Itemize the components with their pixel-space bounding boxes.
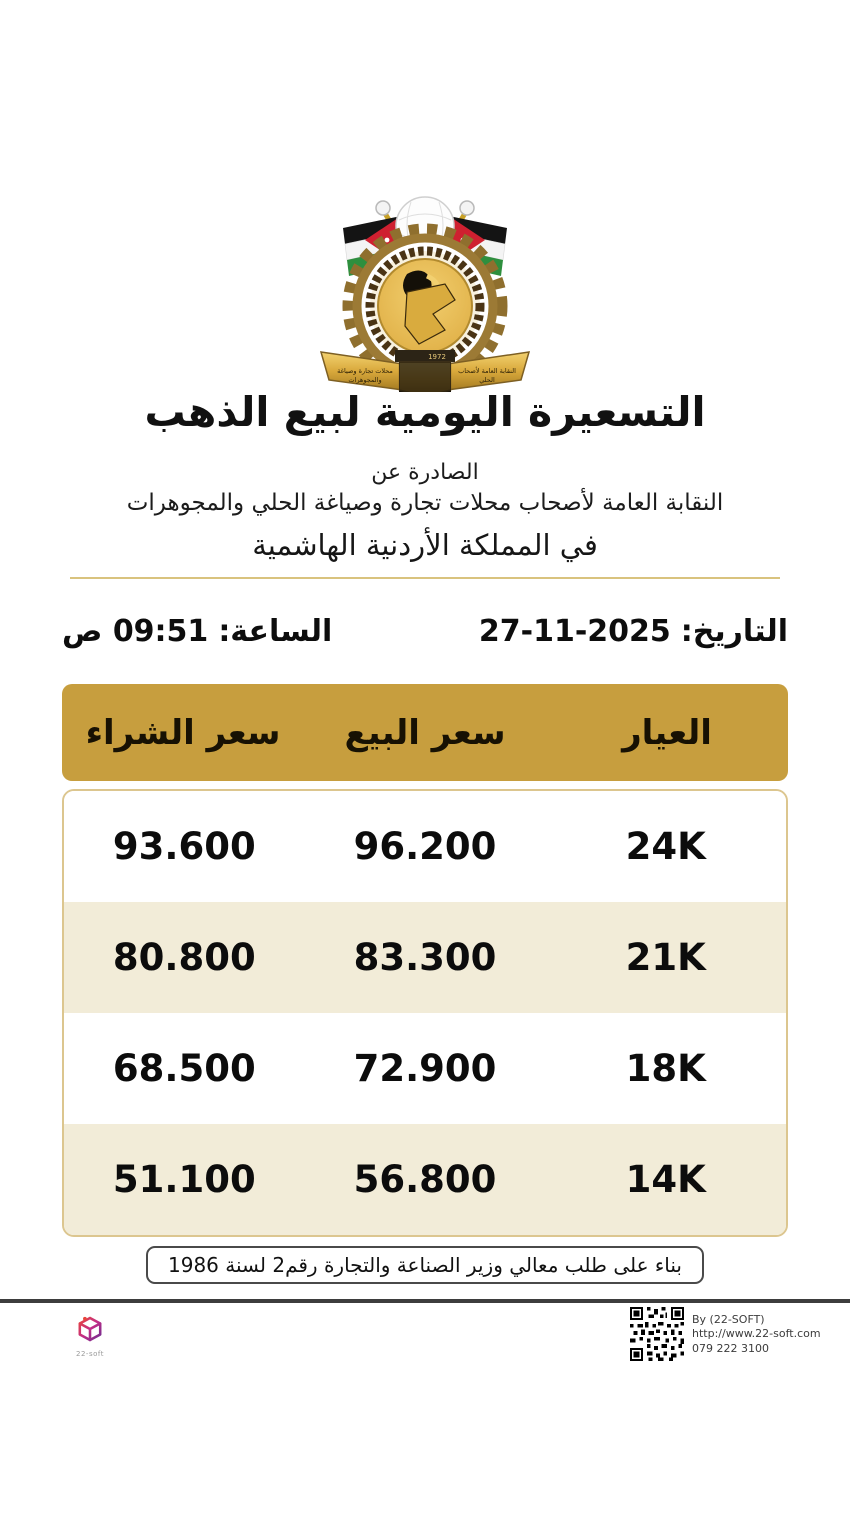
buy-price: 80.800 [112, 936, 256, 979]
karat-value: 18K [625, 1047, 706, 1090]
karat-value: 21K [625, 936, 706, 979]
22soft-brand-label: 22-soft [76, 1350, 104, 1358]
issued-by-line: الصادرة عن [371, 460, 479, 485]
legal-note: بناء على طلب معالي وزير الصناعة والتجارة… [146, 1246, 704, 1284]
page-title: التسعيرة اليومية لبيع الذهب [144, 388, 706, 436]
table-row-21k: 21K 83.300 80.800 [64, 902, 786, 1013]
sell-price: 96.200 [353, 825, 497, 868]
footer-divider [0, 1299, 850, 1303]
time-pair: الساعة: 09:51 ص [62, 614, 332, 649]
table-row-14k: 14K 56.800 51.100 [64, 1124, 786, 1235]
karat-value: 24K [625, 825, 706, 868]
time-label: الساعة: [218, 613, 333, 649]
jordan-map-emblem [403, 270, 456, 345]
credit-block: By (22-SOFT) http://www.22-soft.com 079 … [692, 1313, 821, 1356]
syndicate-emblem-logo: 1972 محلات تجارة وصياغة والمجوهرات النقا… [319, 196, 531, 392]
buy-price: 93.600 [112, 825, 256, 868]
price-table-header: العيار سعر البيع سعر الشراء [62, 684, 788, 781]
time-value: 09:51 ص [62, 613, 209, 649]
date-pair: التاريخ: 27-11-2025 [479, 614, 788, 649]
ribbon-right-text-1: النقابة العامة لأصحاب [458, 366, 516, 375]
col-header-buy: سعر الشراء [85, 712, 281, 753]
gold-divider [70, 577, 780, 579]
ribbon-left-text-2: والمجوهرات [348, 376, 381, 384]
credit-url: http://www.22-soft.com [692, 1327, 821, 1341]
logo-year: 1972 [428, 353, 446, 361]
sell-price: 56.800 [353, 1158, 497, 1201]
credit-phone: 079 222 3100 [692, 1341, 769, 1355]
table-row-18k: 18K 72.900 68.500 [64, 1013, 786, 1124]
country-line: في المملكة الأردنية الهاشمية [252, 528, 598, 562]
col-header-karat: العيار [622, 712, 712, 753]
22soft-cube-icon [78, 1316, 102, 1342]
buy-price: 68.500 [112, 1047, 256, 1090]
ribbon-right-text-2: الحلي [479, 376, 495, 384]
date-value: 27-11-2025 [478, 613, 671, 649]
credit-by: By (22-SOFT) [692, 1313, 765, 1326]
sell-price: 72.900 [353, 1047, 497, 1090]
sell-price: 83.300 [353, 936, 497, 979]
qr-code [630, 1307, 684, 1361]
buy-price: 51.100 [112, 1158, 256, 1201]
syndicate-name-line: النقابة العامة لأصحاب محلات تجارة وصياغة… [126, 490, 724, 516]
price-table-body: 24K 96.200 93.600 21K 83.300 80.800 18K … [62, 789, 788, 1237]
footer-brand: 22-soft [68, 1312, 112, 1358]
col-header-sell: سعر البيع [344, 712, 506, 753]
datetime-row: التاريخ: 27-11-2025 الساعة: 09:51 ص [62, 608, 788, 654]
ribbon-left-text-1: محلات تجارة وصياغة [337, 367, 393, 375]
date-label: التاريخ: [680, 613, 788, 649]
table-row-24k: 24K 96.200 93.600 [64, 791, 786, 902]
karat-value: 14K [625, 1158, 706, 1201]
ribbon-banner: 1972 محلات تجارة وصياغة والمجوهرات النقا… [319, 350, 531, 392]
